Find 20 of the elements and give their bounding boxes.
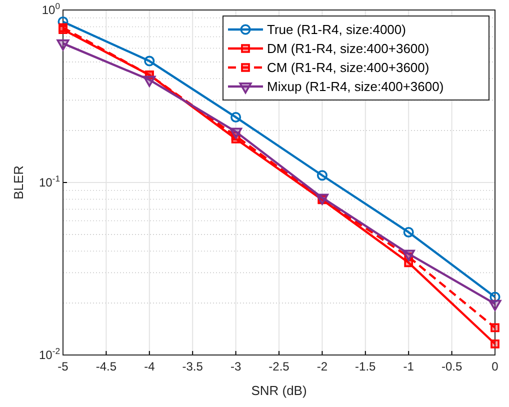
x-tick-label: -4	[144, 360, 156, 374]
x-tick-label: -1.5	[355, 360, 376, 374]
x-tick-label: -1	[403, 360, 414, 374]
y-axis-title: BLER	[11, 166, 26, 200]
legend-label: CM (R1-R4, size:400+3600)	[267, 60, 430, 75]
x-tick-label: -3.5	[182, 360, 204, 374]
x-tick-label: -0.5	[441, 360, 462, 374]
y-tick-label: 10$^{-1}$	[38, 173, 60, 190]
legend-label: DM (R1-R4, size:400+3600)	[267, 41, 430, 56]
x-tick-label: 0	[492, 360, 499, 374]
x-tick-label: -4.5	[96, 360, 117, 374]
x-tick-label: -5	[58, 360, 69, 374]
x-axis-title: SNR (dB)	[251, 383, 307, 398]
x-tick-label: -2	[316, 360, 328, 374]
legend-label: Mixup (R1-R4, size:400+3600)	[267, 79, 444, 94]
x-tick-label: -2.5	[268, 360, 290, 374]
y-tick-label: 10$^{-2}$	[38, 346, 60, 362]
x-tick-label: -3	[230, 360, 242, 374]
legend-label: True (R1-R4, size:4000)	[267, 22, 406, 37]
y-tick-label: 10$^{0}$	[42, 0, 60, 17]
